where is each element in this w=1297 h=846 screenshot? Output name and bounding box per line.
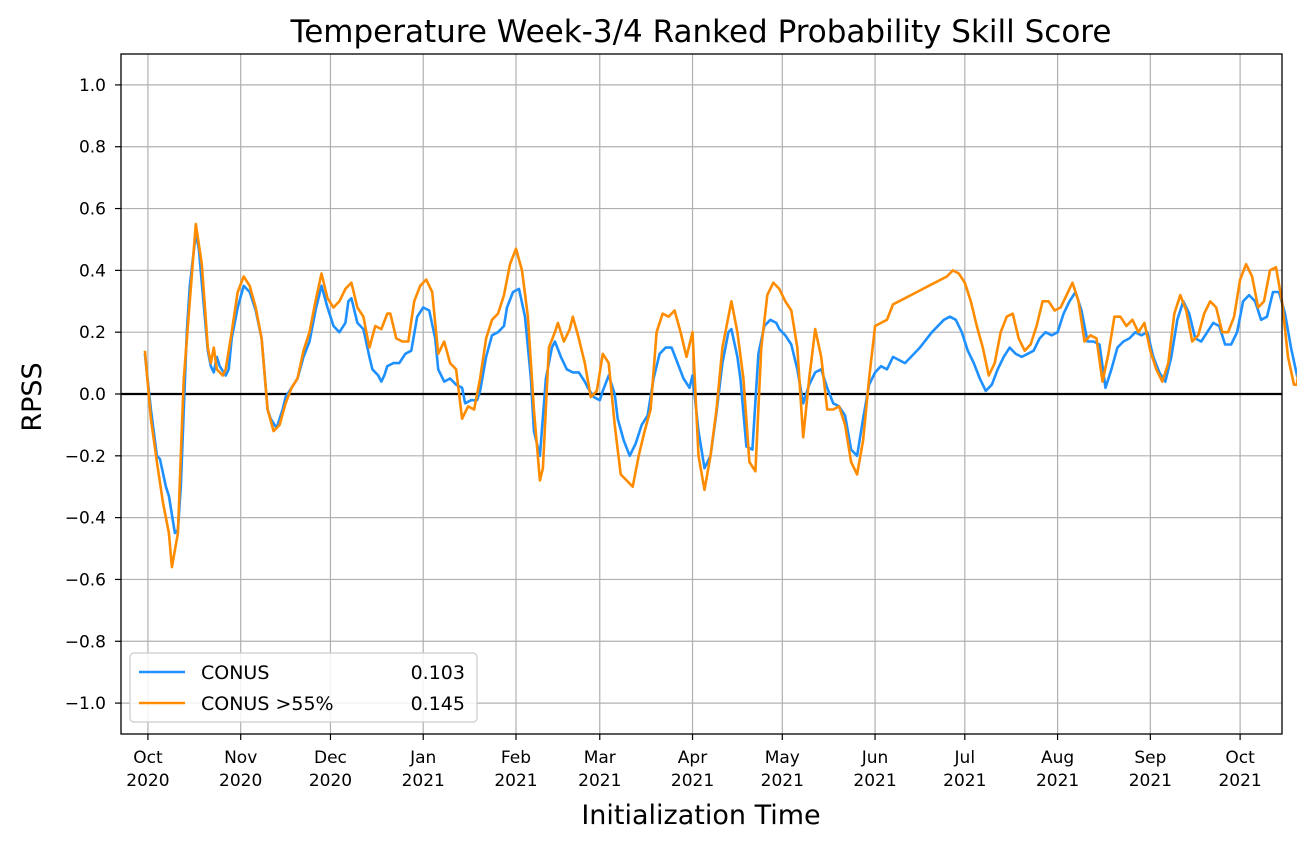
y-tick-label: 0.4: [79, 261, 106, 281]
x-tick-year-label: 2021: [402, 771, 445, 791]
y-tick-label: 0.8: [79, 138, 106, 158]
x-tick-year-label: 2020: [219, 771, 262, 791]
x-tick-year-label: 2021: [761, 771, 804, 791]
y-tick-label: 1.0: [79, 76, 106, 96]
series-line-conus-55: [143, 222, 1297, 569]
x-tick-month-label: Jun: [861, 748, 889, 768]
legend-series-value: 0.103: [411, 662, 465, 684]
x-axis-ticks: Oct 2020 Nov 2020 Dec 2020 Jan 2021 Feb 2021 Mar 20…: [126, 734, 1262, 791]
series-line-conus: [143, 232, 1297, 535]
x-tick-month-label: Jul: [954, 748, 976, 768]
y-tick-label: 0.0: [79, 385, 106, 405]
x-tick-month-label: Mar: [584, 748, 616, 768]
x-tick-month-label: Oct: [133, 748, 163, 768]
chart-title: Temperature Week-3/4 Ranked Probability …: [290, 14, 1112, 50]
y-axis-label: RPSS: [17, 362, 48, 431]
x-tick-year-label: 2020: [126, 771, 169, 791]
x-tick-year-label: 2021: [671, 771, 714, 791]
x-axis-label: Initialization Time: [581, 800, 820, 831]
x-tick-month-label: Aug: [1041, 748, 1074, 768]
legend-box: [129, 652, 478, 723]
y-axis-ticks: −1.0 −0.8 −0.6 −0.4 −0.2 0.0 0.2 0.4 0.6 0.8 1.0: [65, 76, 121, 714]
x-tick-year-label: 2021: [578, 771, 621, 791]
x-tick-month-label: Dec: [314, 748, 347, 768]
legend-series-name: CONUS: [201, 662, 269, 684]
y-tick-label: −0.2: [65, 447, 106, 467]
y-tick-label: 0.6: [79, 200, 106, 220]
x-tick-year-label: 2020: [309, 771, 352, 791]
x-tick-year-label: 2021: [494, 771, 537, 791]
x-tick-month-label: Feb: [501, 748, 531, 768]
x-tick-month-label: Oct: [1225, 748, 1255, 768]
x-tick-month-label: Nov: [224, 748, 257, 768]
y-tick-label: −0.8: [65, 632, 106, 652]
x-tick-month-label: Jan: [409, 748, 436, 768]
x-tick-year-label: 2021: [853, 771, 896, 791]
y-tick-label: −0.6: [65, 570, 106, 590]
legend-series-value: 0.145: [411, 693, 465, 715]
x-tick-year-label: 2021: [943, 771, 986, 791]
x-tick-year-label: 2021: [1129, 771, 1172, 791]
y-tick-label: −0.4: [65, 509, 106, 529]
x-tick-year-label: 2021: [1036, 771, 1079, 791]
y-tick-label: −1.0: [65, 694, 106, 714]
x-tick-month-label: Sep: [1134, 748, 1166, 768]
x-tick-month-label: Apr: [678, 748, 707, 768]
series-layer: [143, 222, 1297, 569]
legend-series-name: CONUS >55%: [201, 693, 334, 715]
x-tick-year-label: 2021: [1218, 771, 1261, 791]
legend: CONUS 0.103 CONUS >55% 0.145: [129, 652, 478, 723]
x-tick-month-label: May: [765, 748, 800, 768]
y-tick-label: 0.2: [79, 323, 106, 343]
